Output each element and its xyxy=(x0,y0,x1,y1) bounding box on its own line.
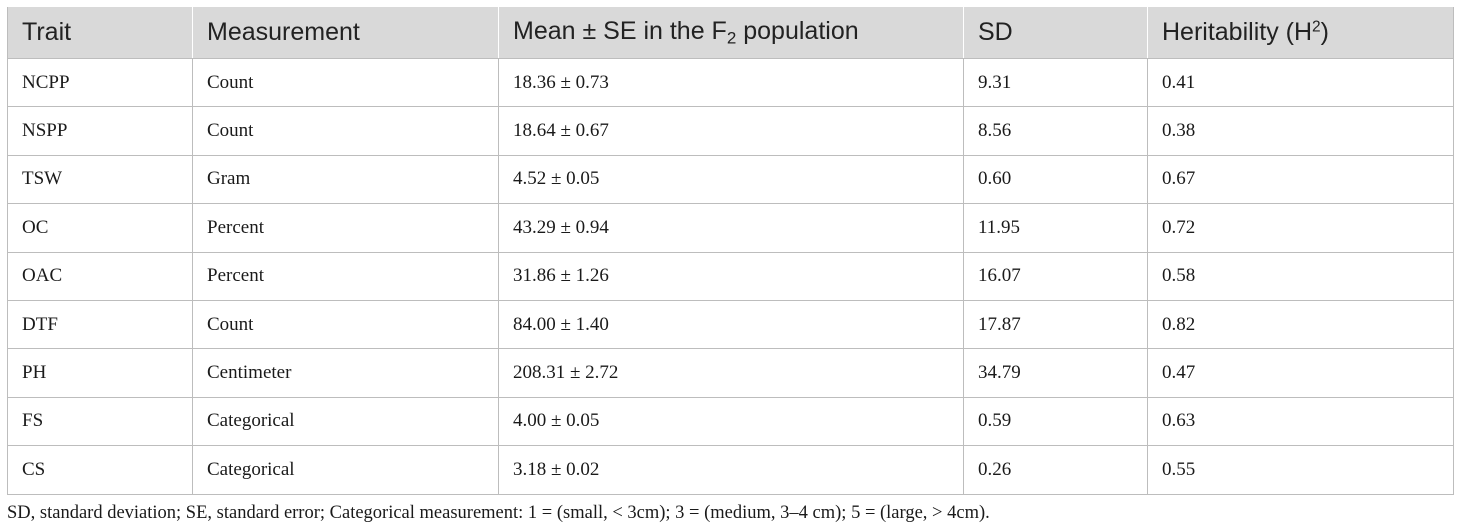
cell-heritability: 0.41 xyxy=(1147,57,1454,108)
header-mean-suffix: population xyxy=(736,16,859,45)
trait-table-container: Trait Measurement Mean ± SE in the F2 po… xyxy=(7,7,1454,495)
header-sd: SD xyxy=(963,7,1148,59)
cell-trait: NSPP xyxy=(7,106,193,156)
cell-sd: 16.07 xyxy=(963,251,1148,301)
cell-trait: FS xyxy=(7,396,193,447)
table-row: NCPP Count 18.36 ± 0.73 9.31 0.41 xyxy=(7,57,1454,108)
table-row: NSPP Count 18.64 ± 0.67 8.56 0.38 xyxy=(7,106,1454,156)
cell-sd: 17.87 xyxy=(963,299,1148,350)
header-mean-prefix: Mean ± SE in the F xyxy=(513,16,727,45)
cell-sd: 8.56 xyxy=(963,106,1148,156)
table-row: OC Percent 43.29 ± 0.94 11.95 0.72 xyxy=(7,203,1454,253)
header-mean-se: Mean ± SE in the F2 population xyxy=(498,7,964,59)
cell-heritability: 0.63 xyxy=(1147,396,1454,447)
header-heritability-prefix: Heritability (H xyxy=(1162,18,1313,46)
cell-mean-se: 4.00 ± 0.05 xyxy=(498,396,964,447)
cell-heritability: 0.55 xyxy=(1147,445,1454,495)
cell-mean-se: 43.29 ± 0.94 xyxy=(498,203,964,253)
cell-sd: 0.26 xyxy=(963,445,1148,495)
cell-sd: 11.95 xyxy=(963,203,1148,253)
table-row: TSW Gram 4.52 ± 0.05 0.60 0.67 xyxy=(7,154,1454,205)
cell-heritability: 0.58 xyxy=(1147,251,1454,301)
cell-sd: 0.59 xyxy=(963,396,1148,447)
cell-heritability: 0.47 xyxy=(1147,348,1454,398)
trait-statistics-table: Trait Measurement Mean ± SE in the F2 po… xyxy=(7,7,1454,495)
cell-trait: OC xyxy=(7,203,193,253)
cell-measurement: Gram xyxy=(192,154,499,205)
cell-sd: 0.60 xyxy=(963,154,1148,205)
cell-mean-se: 18.64 ± 0.67 xyxy=(498,106,964,156)
cell-heritability: 0.38 xyxy=(1147,106,1454,156)
cell-measurement: Count xyxy=(192,57,499,108)
header-heritability: Heritability (H2) xyxy=(1147,7,1454,59)
cell-trait: TSW xyxy=(7,154,193,205)
cell-sd: 9.31 xyxy=(963,57,1148,108)
table-row: PH Centimeter 208.31 ± 2.72 34.79 0.47 xyxy=(7,348,1454,398)
cell-heritability: 0.82 xyxy=(1147,299,1454,350)
cell-mean-se: 208.31 ± 2.72 xyxy=(498,348,964,398)
cell-trait: PH xyxy=(7,348,193,398)
cell-heritability: 0.67 xyxy=(1147,154,1454,205)
cell-measurement: Count xyxy=(192,299,499,350)
header-sd-label: SD xyxy=(978,18,1013,46)
cell-measurement: Categorical xyxy=(192,396,499,447)
header-row: Trait Measurement Mean ± SE in the F2 po… xyxy=(7,7,1454,59)
table-row: FS Categorical 4.00 ± 0.05 0.59 0.63 xyxy=(7,396,1454,447)
cell-measurement: Percent xyxy=(192,251,499,301)
table-row: CS Categorical 3.18 ± 0.02 0.26 0.55 xyxy=(7,445,1454,495)
cell-mean-se: 31.86 ± 1.26 xyxy=(498,251,964,301)
cell-trait: OAC xyxy=(7,251,193,301)
cell-trait: DTF xyxy=(7,299,193,350)
header-trait: Trait xyxy=(7,7,193,59)
table-body: NCPP Count 18.36 ± 0.73 9.31 0.41 NSPP C… xyxy=(7,57,1454,495)
table-row: OAC Percent 31.86 ± 1.26 16.07 0.58 xyxy=(7,251,1454,301)
cell-measurement: Categorical xyxy=(192,445,499,495)
table-footnote: SD, standard deviation; SE, standard err… xyxy=(7,503,990,523)
cell-measurement: Percent xyxy=(192,203,499,253)
header-measurement: Measurement xyxy=(192,7,499,59)
cell-mean-se: 84.00 ± 1.40 xyxy=(498,299,964,350)
header-measurement-label: Measurement xyxy=(207,18,360,46)
cell-mean-se: 3.18 ± 0.02 xyxy=(498,445,964,495)
cell-measurement: Centimeter xyxy=(192,348,499,398)
cell-mean-se: 18.36 ± 0.73 xyxy=(498,57,964,108)
header-heritability-superscript: 2 xyxy=(1312,18,1321,36)
cell-measurement: Count xyxy=(192,106,499,156)
cell-heritability: 0.72 xyxy=(1147,203,1454,253)
table-row: DTF Count 84.00 ± 1.40 17.87 0.82 xyxy=(7,299,1454,350)
cell-trait: CS xyxy=(7,445,193,495)
header-heritability-suffix: ) xyxy=(1320,18,1329,46)
header-mean-subscript: 2 xyxy=(726,28,737,48)
header-trait-label: Trait xyxy=(22,18,72,46)
cell-sd: 34.79 xyxy=(963,348,1148,398)
table-header: Trait Measurement Mean ± SE in the F2 po… xyxy=(7,7,1454,59)
cell-trait: NCPP xyxy=(7,57,193,108)
cell-mean-se: 4.52 ± 0.05 xyxy=(498,154,964,205)
